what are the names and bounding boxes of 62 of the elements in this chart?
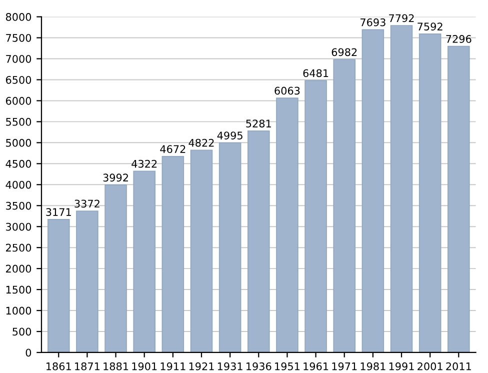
y-tick-label: 6500 [6, 76, 32, 84]
x-tick-label: 1911 [160, 362, 186, 370]
x-tick-label: 1931 [218, 362, 242, 370]
data-label: 3992 [103, 174, 128, 182]
x-tick-label: 1861 [46, 362, 71, 370]
bar [362, 29, 384, 352]
bar [248, 130, 270, 352]
bar [390, 25, 413, 352]
data-label: 3171 [46, 208, 71, 216]
x-tick-label: 2011 [446, 362, 471, 370]
x-tick-label: 1871 [75, 362, 100, 370]
x-tick-label: 1936 [246, 362, 272, 370]
data-label: 4822 [188, 138, 214, 147]
bar [333, 59, 356, 352]
bar [162, 156, 184, 352]
y-tick-label: 2500 [6, 244, 32, 252]
data-label: 4995 [217, 132, 242, 140]
y-tick-label: 2000 [6, 264, 32, 273]
x-tick-label: 1991 [389, 362, 414, 370]
x-tick-label: 1971 [332, 362, 357, 370]
y-tick-label: 6000 [6, 96, 32, 105]
data-label: 4322 [132, 160, 157, 168]
y-tick-label: 4500 [6, 160, 32, 168]
x-tick-label: 1981 [360, 362, 386, 370]
y-tick-label: 5000 [6, 138, 32, 147]
y-tick-label: 4000 [6, 180, 32, 189]
bar [304, 80, 327, 352]
data-label: 7792 [389, 14, 414, 22]
x-tick-label: 1921 [189, 362, 214, 370]
y-tick-label: 3500 [6, 202, 32, 210]
y-tick-label: 7500 [6, 34, 32, 42]
x-tick-label: 1881 [104, 362, 128, 370]
data-label: 6063 [274, 86, 300, 95]
x-tick-label: 2001 [418, 362, 442, 370]
bar [104, 184, 127, 352]
y-tick-label: 5500 [6, 118, 32, 126]
y-tick-label: 0 [26, 348, 32, 357]
y-tick-label: 7000 [6, 54, 32, 63]
data-label: 5281 [246, 120, 271, 128]
data-label: 3372 [74, 200, 100, 208]
x-tick-label: 1901 [132, 362, 157, 370]
x-tick-label: 1951 [275, 362, 300, 370]
y-tick-label: 1500 [6, 286, 32, 294]
y-tick-label: 1000 [6, 306, 32, 315]
bar [133, 170, 156, 352]
data-label: 4672 [160, 145, 186, 154]
x-tick-label: 1961 [304, 362, 328, 370]
y-tick-label: 8000 [6, 13, 32, 21]
bar [276, 98, 298, 352]
data-label: 6982 [332, 48, 357, 56]
data-label: 6481 [303, 69, 328, 78]
data-label: 7693 [360, 18, 386, 26]
bar [47, 219, 70, 352]
data-label: 7296 [446, 35, 472, 43]
y-tick-label: 500 [12, 328, 32, 336]
bar [418, 33, 442, 352]
y-tick-label: 3000 [6, 222, 32, 231]
bar [448, 46, 470, 352]
data-label: 7592 [418, 22, 442, 30]
bar [76, 210, 98, 352]
bar [190, 150, 213, 352]
bar [218, 142, 242, 352]
